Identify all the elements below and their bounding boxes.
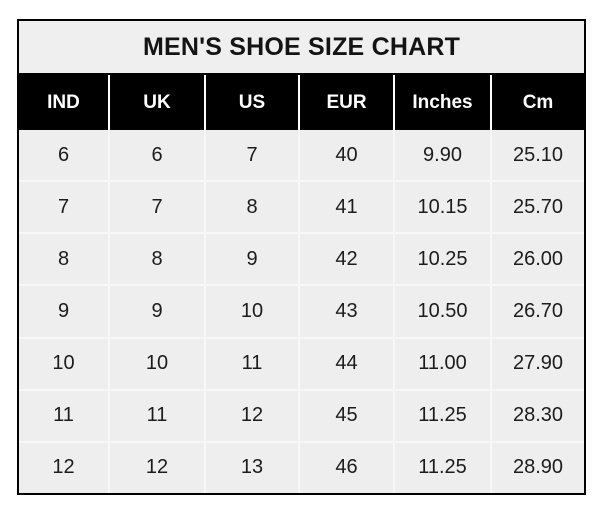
column-header-cm: Cm	[492, 75, 584, 130]
cell-us: 11	[206, 338, 300, 389]
cell-ind: 6	[19, 130, 110, 181]
table-row: 11 11 12 45 11.25 28.30	[19, 390, 584, 443]
cell-inches: 11.00	[395, 338, 492, 389]
table-body: 6 6 7 40 9.90 25.10 7 7 8 41 10.15 25.70…	[19, 130, 584, 493]
cell-eur: 42	[300, 234, 395, 285]
chart-title-band: MEN'S SHOE SIZE CHART	[19, 21, 584, 75]
cell-eur: 41	[300, 182, 395, 233]
cell-uk: 8	[110, 234, 206, 285]
cell-ind: 11	[19, 390, 110, 441]
cell-uk: 11	[110, 390, 206, 441]
cell-us: 7	[206, 130, 300, 181]
cell-eur: 40	[300, 130, 395, 181]
column-header-eur: EUR	[300, 75, 395, 130]
cell-us: 9	[206, 234, 300, 285]
cell-us: 13	[206, 442, 300, 493]
cell-inches: 10.50	[395, 286, 492, 337]
cell-uk: 7	[110, 182, 206, 233]
cell-us: 10	[206, 286, 300, 337]
column-header-us: US	[206, 75, 300, 130]
cell-ind: 12	[19, 442, 110, 493]
column-header-inches: Inches	[395, 75, 492, 130]
cell-cm: 26.00	[492, 234, 584, 285]
cell-uk: 9	[110, 286, 206, 337]
cell-ind: 10	[19, 338, 110, 389]
page-title: MEN'S SHOE SIZE CHART	[142, 32, 461, 61]
cell-cm: 27.90	[492, 338, 584, 389]
table-row: 7 7 8 41 10.15 25.70	[19, 182, 584, 235]
cell-us: 12	[206, 390, 300, 441]
cell-eur: 44	[300, 338, 395, 389]
cell-uk: 10	[110, 338, 206, 389]
cell-uk: 12	[110, 442, 206, 493]
cell-eur: 46	[300, 442, 395, 493]
cell-inches: 11.25	[395, 442, 492, 493]
table-row: 9 9 10 43 10.50 26.70	[19, 286, 584, 339]
cell-inches: 10.25	[395, 234, 492, 285]
cell-uk: 6	[110, 130, 206, 181]
cell-cm: 25.70	[492, 182, 584, 233]
cell-ind: 9	[19, 286, 110, 337]
cell-us: 8	[206, 182, 300, 233]
cell-ind: 8	[19, 234, 110, 285]
cell-ind: 7	[19, 182, 110, 233]
table-header-row: IND UK US EUR Inches Cm	[19, 75, 584, 130]
table-row: 6 6 7 40 9.90 25.10	[19, 130, 584, 183]
shoe-size-chart-table: MEN'S SHOE SIZE CHART IND UK US EUR Inch…	[17, 19, 586, 495]
cell-cm: 26.70	[492, 286, 584, 337]
cell-eur: 43	[300, 286, 395, 337]
column-header-uk: UK	[110, 75, 206, 130]
cell-inches: 11.25	[395, 390, 492, 441]
table-row: 10 10 11 44 11.00 27.90	[19, 338, 584, 391]
cell-eur: 45	[300, 390, 395, 441]
table-row: 8 8 9 42 10.25 26.00	[19, 234, 584, 287]
table-row: 12 12 13 46 11.25 28.90	[19, 442, 584, 493]
cell-cm: 25.10	[492, 130, 584, 181]
column-header-ind: IND	[19, 75, 110, 130]
cell-cm: 28.30	[492, 390, 584, 441]
cell-cm: 28.90	[492, 442, 584, 493]
cell-inches: 9.90	[395, 130, 492, 181]
cell-inches: 10.15	[395, 182, 492, 233]
